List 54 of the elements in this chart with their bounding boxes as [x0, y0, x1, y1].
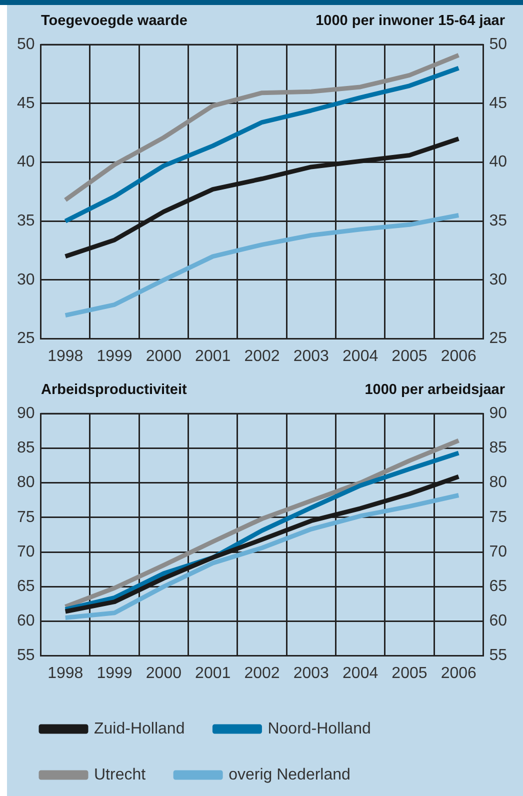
x-tick-label: 2005 [392, 664, 428, 682]
x-tick-label: 2001 [195, 664, 231, 682]
y2-tick-label: 90 [489, 405, 508, 422]
y2-tick-label: 60 [489, 612, 508, 630]
y-tick-label: 60 [17, 612, 35, 630]
x-tick-label: 2006 [440, 664, 477, 682]
y-tick-label: 65 [17, 578, 35, 596]
x-tick-label: 2002 [244, 664, 280, 682]
x-tick-label: 2000 [146, 664, 182, 682]
legend-label: Noord-Holland [268, 720, 371, 738]
y2-tick-label: 75 [489, 508, 508, 526]
x-tick-label: 1999 [96, 664, 132, 682]
y2-tick-label: 40 [489, 154, 508, 171]
x-tick-label: 2000 [146, 348, 182, 365]
x-tick-label: 2002 [244, 348, 280, 365]
y2-tick-label: 35 [489, 212, 508, 230]
x-tick-label: 2003 [293, 348, 330, 365]
y-tick-label: 45 [17, 94, 35, 112]
y-tick-label: 85 [17, 440, 35, 457]
y-tick-label: 55 [17, 647, 35, 664]
y2-tick-label: 80 [489, 474, 508, 492]
y2-tick-label: 50 [489, 36, 508, 54]
x-tick-label: 2006 [440, 348, 477, 365]
y2-tick-label: 55 [489, 647, 508, 664]
legend-label: overig Nederland [228, 766, 350, 784]
y2-tick-label: 25 [489, 330, 508, 348]
chart-subtitle: 1000 per arbeidsjaar [364, 382, 505, 398]
legend-label: Zuid-Holland [94, 720, 185, 738]
y2-tick-label: 65 [489, 578, 508, 596]
chart-subtitle: 1000 per inwoner 15-64 jaar [316, 13, 505, 29]
y-tick-label: 80 [17, 474, 35, 492]
y-tick-label: 25 [17, 330, 35, 348]
chart-title: Arbeidsproductiviteit [41, 382, 187, 398]
x-tick-label: 2004 [342, 348, 378, 365]
y-tick-label: 35 [17, 212, 35, 230]
y-tick-label: 70 [17, 543, 35, 560]
chart-title: Toegevoegde waarde [41, 13, 188, 29]
y-tick-label: 30 [17, 271, 35, 288]
y-tick-label: 75 [17, 508, 35, 526]
y-tick-label: 40 [17, 154, 35, 171]
y-tick-label: 50 [17, 36, 35, 54]
x-tick-label: 2003 [293, 664, 330, 682]
x-tick-label: 1999 [96, 348, 132, 365]
y2-tick-label: 85 [489, 440, 508, 457]
x-tick-label: 1998 [48, 348, 84, 365]
y2-tick-label: 45 [489, 94, 508, 112]
legend-label: Utrecht [94, 766, 146, 784]
y2-tick-label: 30 [489, 271, 508, 288]
y2-tick-label: 70 [489, 543, 508, 560]
x-tick-label: 2004 [342, 664, 378, 682]
x-tick-label: 1998 [48, 664, 84, 682]
y-tick-label: 90 [17, 405, 35, 422]
x-tick-label: 2001 [195, 348, 231, 365]
x-tick-label: 2005 [392, 348, 428, 365]
